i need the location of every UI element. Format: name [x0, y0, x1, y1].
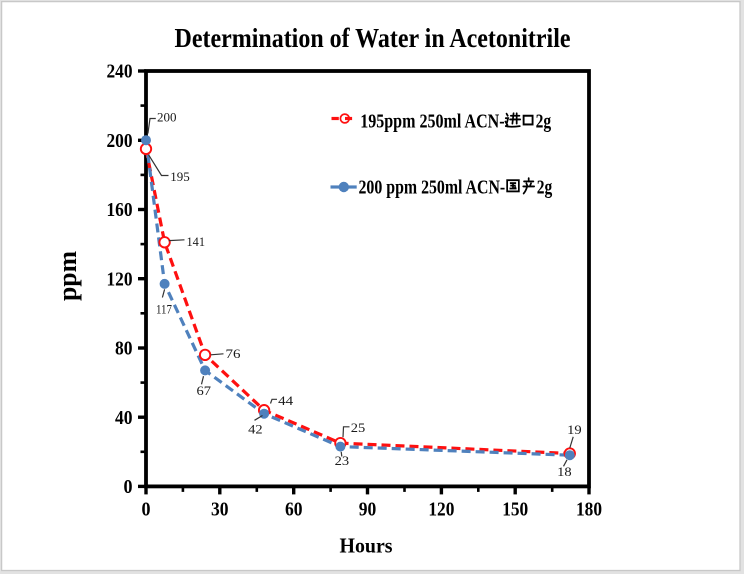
svg-text:200: 200 [107, 130, 133, 152]
svg-text:60: 60 [285, 499, 303, 521]
svg-text:117: 117 [156, 302, 172, 317]
svg-text:195ppm 250ml ACN-: 195ppm 250ml ACN- [360, 111, 504, 133]
svg-text:195: 195 [170, 169, 190, 184]
svg-text:90: 90 [359, 499, 377, 521]
svg-text:ppm: ppm [53, 251, 82, 301]
svg-text:Determination of Water in Acet: Determination of Water in Acetonitrile [175, 22, 571, 53]
svg-text:141: 141 [187, 234, 206, 249]
svg-text:44: 44 [278, 393, 294, 408]
svg-text:150: 150 [502, 499, 528, 521]
svg-text:19: 19 [567, 422, 582, 437]
svg-text:160: 160 [107, 199, 133, 221]
svg-text:40: 40 [115, 407, 133, 429]
svg-text:67: 67 [197, 383, 212, 398]
svg-text:2g: 2g [536, 111, 552, 133]
svg-text:200 ppm 250ml ACN-: 200 ppm 250ml ACN- [359, 176, 506, 198]
svg-text:25: 25 [351, 420, 366, 435]
svg-text:23: 23 [335, 453, 350, 468]
svg-text:30: 30 [211, 499, 229, 521]
svg-text:2g: 2g [537, 176, 553, 198]
svg-text:200: 200 [157, 110, 177, 125]
svg-text:Hours: Hours [340, 533, 393, 557]
svg-text:240: 240 [107, 61, 133, 83]
svg-text:80: 80 [115, 338, 133, 360]
svg-text:42: 42 [248, 421, 263, 436]
svg-text:120: 120 [107, 268, 133, 290]
svg-text:0: 0 [142, 499, 151, 521]
svg-text:0: 0 [124, 476, 133, 498]
svg-text:180: 180 [576, 499, 602, 521]
svg-text:18: 18 [557, 464, 572, 479]
svg-text:76: 76 [226, 346, 242, 361]
svg-text:120: 120 [428, 499, 454, 521]
